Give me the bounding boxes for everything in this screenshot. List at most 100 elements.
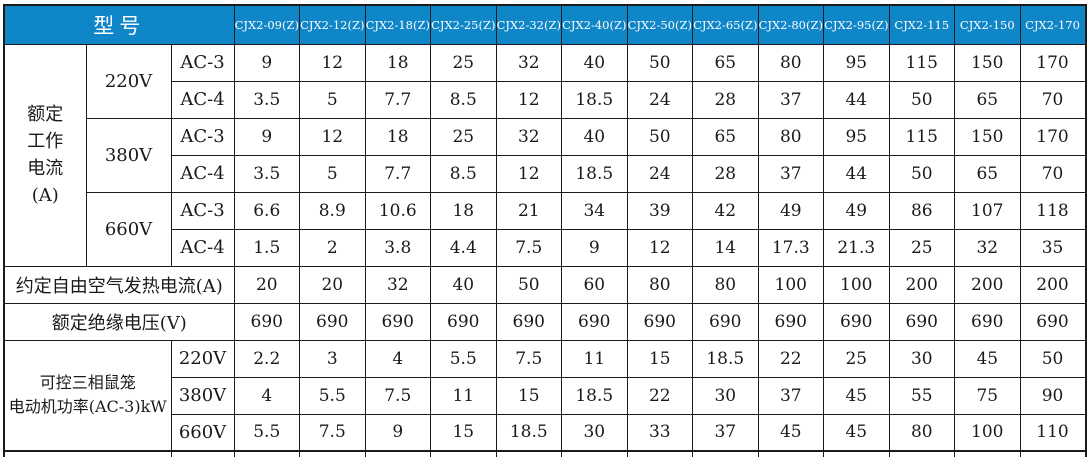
table-row: 380V 4 5.5 7.5 11 15 18.5 22 30 37 45 55 75 90: [4, 376, 1087, 415]
voltage-cell: 660V: [170, 413, 235, 452]
table-row: AC-4 1.5 2 3.8 4.4 7.5 9 12 14 17.3 21.3 25 32 35: [4, 228, 1087, 267]
value-cell: 3.5: [233, 80, 301, 119]
value-cell: 690: [954, 302, 1021, 341]
value-cell: 100: [954, 413, 1021, 452]
label-line: (A): [31, 185, 59, 206]
value-cell: 3.5: [233, 154, 301, 193]
value-cell: 42: [692, 191, 759, 230]
cutoff-row-cell: [364, 450, 432, 457]
value-cell: 12: [626, 228, 694, 267]
current-type-cell: AC-3: [170, 43, 235, 82]
value-cell: 30: [692, 376, 759, 415]
value-cell: 150: [954, 117, 1021, 156]
value-cell: 65: [954, 154, 1021, 193]
value-cell: 95: [823, 43, 890, 82]
value-cell: 200: [1019, 265, 1087, 304]
value-cell: 25: [430, 117, 497, 156]
value-cell: 40: [561, 117, 628, 156]
column-header-cell: CJX2-09(Z): [233, 4, 301, 45]
value-cell: 15: [430, 413, 497, 452]
voltage-cell: 220V: [170, 339, 235, 378]
value-cell: 60: [561, 265, 628, 304]
value-cell: 2.2: [233, 339, 301, 378]
value-cell: 690: [561, 302, 628, 341]
value-cell: 45: [757, 413, 825, 452]
cutoff-row-cell: [170, 450, 235, 457]
column-header-cell: CJX2-115: [888, 4, 956, 45]
value-cell: 65: [692, 117, 759, 156]
value-cell: 44: [823, 154, 890, 193]
cutoff-row-cell: [692, 450, 759, 457]
label-line: 电流: [27, 158, 64, 179]
value-cell: 37: [757, 154, 825, 193]
value-cell: 690: [692, 302, 759, 341]
value-cell: 7.7: [364, 154, 432, 193]
value-cell: 107: [954, 191, 1021, 230]
value-cell: 37: [757, 80, 825, 119]
voltage-cell: 380V: [170, 376, 235, 415]
cutoff-row-cell: [495, 450, 563, 457]
column-header-cell: CJX2-95(Z): [823, 4, 890, 45]
thermal-current-label-cell: 约定自由空气发热电流(A): [3, 265, 235, 304]
value-cell: 80: [757, 117, 825, 156]
value-cell: 95: [823, 117, 890, 156]
value-cell: 5.5: [233, 413, 301, 452]
column-header-cell: CJX2-25(Z): [430, 4, 497, 45]
value-cell: 25: [823, 339, 890, 378]
value-cell: 1.5: [233, 228, 301, 267]
current-type-cell: AC-4: [170, 228, 235, 267]
value-cell: 21: [495, 191, 563, 230]
column-header-cell: CJX2-65(Z): [692, 4, 759, 45]
value-cell: 18: [430, 191, 497, 230]
value-cell: 9: [233, 43, 301, 82]
value-cell: 25: [430, 43, 497, 82]
current-type-cell: AC-4: [170, 154, 235, 193]
current-type-cell: AC-3: [170, 117, 235, 156]
value-cell: 3: [299, 339, 366, 378]
rated-current-label-cell: 额定 工作 电流 (A): [3, 43, 87, 267]
value-cell: 110: [1019, 413, 1087, 452]
value-cell: 18.5: [561, 154, 628, 193]
value-cell: 18.5: [561, 376, 628, 415]
value-cell: 65: [954, 80, 1021, 119]
cutoff-row-cell: [233, 450, 301, 457]
cutoff-row-cell: [299, 450, 366, 457]
cutoff-row-cell: [3, 450, 172, 457]
value-cell: 5.5: [299, 376, 366, 415]
value-cell: 14: [692, 228, 759, 267]
value-cell: 37: [692, 413, 759, 452]
column-header-cell: CJX2-12(Z): [299, 4, 366, 45]
value-cell: 70: [1019, 154, 1087, 193]
value-cell: 30: [561, 413, 628, 452]
model-header-cell: 型号: [3, 4, 235, 45]
value-cell: 28: [692, 80, 759, 119]
value-cell: 37: [757, 376, 825, 415]
value-cell: 44: [823, 80, 890, 119]
value-cell: 100: [757, 265, 825, 304]
label-line: 工作: [27, 131, 64, 152]
value-cell: 39: [626, 191, 694, 230]
value-cell: 8.5: [430, 154, 497, 193]
value-cell: 4: [364, 339, 432, 378]
value-cell: 25: [888, 228, 956, 267]
value-cell: 12: [495, 154, 563, 193]
value-cell: 75: [954, 376, 1021, 415]
value-cell: 15: [626, 339, 694, 378]
value-cell: 50: [495, 265, 563, 304]
value-cell: 45: [954, 339, 1021, 378]
value-cell: 170: [1019, 43, 1087, 82]
value-cell: 7.5: [495, 228, 563, 267]
value-cell: 9: [233, 117, 301, 156]
table-row: AC-4 3.5 5 7.7 8.5 12 18.5 24 28 37 44 50 65 70: [4, 80, 1087, 119]
spec-table-header: 型号 CJX2-09(Z) CJX2-12(Z) CJX2-18(Z) CJX2-25…: [3, 4, 1087, 45]
value-cell: 690: [299, 302, 366, 341]
value-cell: 20: [299, 265, 366, 304]
cutoff-row-cell: [561, 450, 628, 457]
value-cell: 33: [626, 413, 694, 452]
cutoff-row-cell: [757, 450, 825, 457]
value-cell: 18.5: [692, 339, 759, 378]
motor-power-label-cell: 可控三相鼠笼 电动机功率(AC-3)kW: [3, 339, 172, 452]
value-cell: 30: [888, 339, 956, 378]
value-cell: 100: [823, 265, 890, 304]
cutoff-row-cell: [430, 450, 497, 457]
